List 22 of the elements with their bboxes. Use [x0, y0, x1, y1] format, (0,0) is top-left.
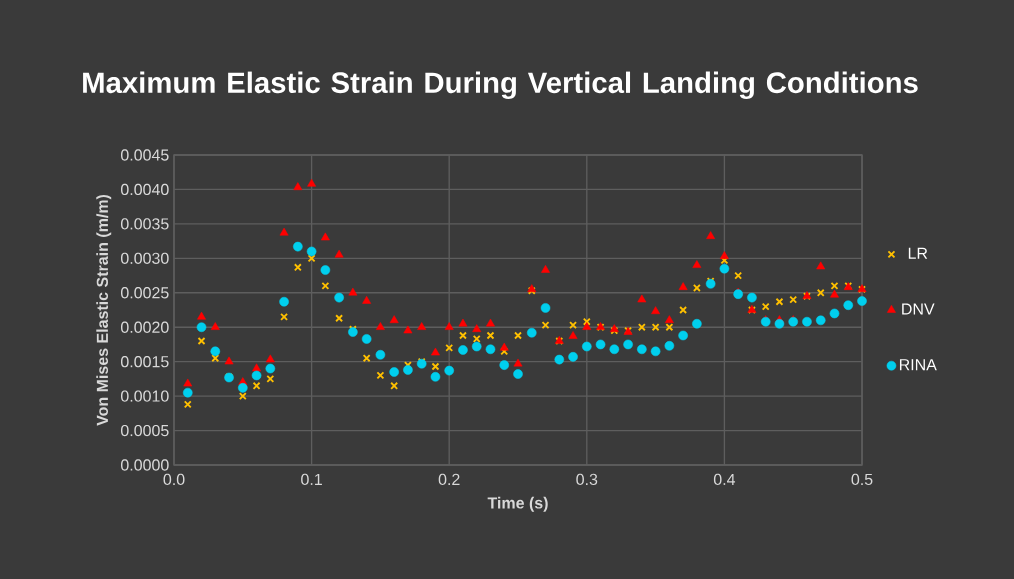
x-tick-label: 0.3	[576, 473, 598, 486]
legend-label: LR	[908, 247, 928, 259]
y-tick-label: 0.0000	[120, 459, 169, 471]
x-axis-title: Time (s)	[487, 496, 548, 512]
x-tick-label: 0.0	[163, 473, 185, 486]
y-tick-label: 0.0035	[120, 218, 169, 230]
legend-label: DNV	[902, 303, 935, 315]
y-tick-label: 0.0005	[120, 424, 169, 437]
chart-title: Maximum Elastic Strain During Vertical Landing Conditions	[83, 71, 918, 100]
y-tick-label: 0.0040	[120, 183, 169, 196]
x-tick-label: 0.1	[301, 473, 322, 486]
x-tick-label: 0.2	[438, 473, 460, 486]
x-tick-label: 0.5	[851, 473, 873, 486]
y-tick-label: 0.0030	[120, 252, 169, 264]
y-tick-label: 0.0045	[120, 149, 169, 161]
y-tick-label: 0.0025	[120, 287, 169, 299]
x-tick-label: 0.4	[713, 473, 736, 486]
y-axis-title: Von Mises Elastic Strain (m/m)	[96, 194, 112, 426]
legend-label: RINA	[899, 359, 937, 371]
y-tick-label: 0.0010	[120, 390, 169, 402]
y-tick-label: 0.0015	[120, 356, 169, 368]
y-tick-label: 0.0020	[120, 321, 169, 333]
